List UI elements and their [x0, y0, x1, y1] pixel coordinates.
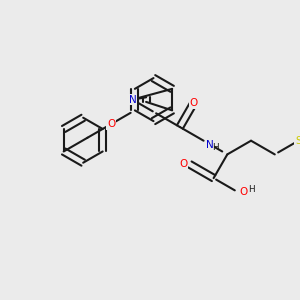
Text: O: O — [107, 119, 115, 129]
Text: H: H — [248, 185, 255, 194]
Text: O: O — [189, 98, 198, 108]
Text: H: H — [212, 143, 219, 152]
Text: S: S — [295, 136, 300, 146]
Text: O: O — [180, 159, 188, 170]
Text: N: N — [128, 94, 136, 105]
Text: O: O — [239, 187, 247, 197]
Text: N: N — [206, 140, 213, 150]
